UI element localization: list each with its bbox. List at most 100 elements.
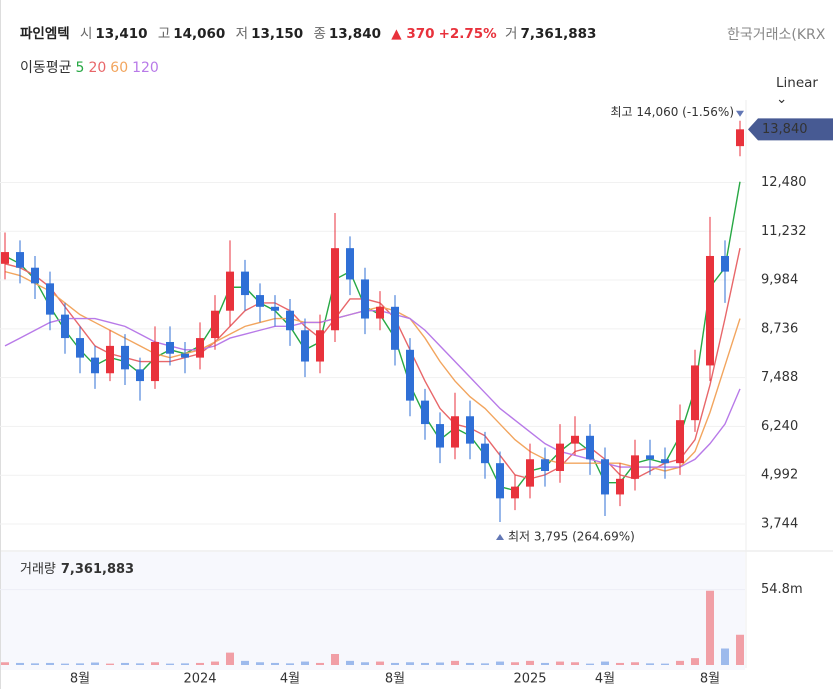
label: 거 <box>505 26 518 42</box>
volume-bar <box>286 663 294 665</box>
volume-bar <box>346 660 354 665</box>
volume-bar <box>601 661 609 665</box>
stock-name: 파인엠텍 <box>20 26 70 42</box>
high: 14,060 <box>173 26 226 42</box>
volume-bar <box>466 662 474 665</box>
candle-body <box>361 279 369 319</box>
candle-body <box>31 267 39 284</box>
candle-body <box>106 345 114 374</box>
y-tick-label: 12,480 <box>761 175 807 190</box>
volume-bar <box>301 661 309 665</box>
candle-body <box>91 357 99 374</box>
volume: 7,361,883 <box>520 26 597 42</box>
volume-bar <box>706 590 714 665</box>
volume-bar <box>241 660 249 665</box>
candle-body <box>481 443 489 464</box>
x-tick-label: 2025 <box>513 672 546 687</box>
price-tag <box>748 118 833 141</box>
candle-body <box>46 283 54 315</box>
volume-bar <box>676 660 684 665</box>
volume-bar <box>181 663 189 665</box>
y-tick-label: 8,736 <box>761 321 798 336</box>
volume-title-label: 거래량 <box>20 562 56 577</box>
y-tick-label: 11,232 <box>761 224 807 239</box>
volume-tick-label: 54.8m <box>761 582 803 597</box>
volume-bar <box>496 661 504 665</box>
volume-bar <box>76 663 84 665</box>
ma-legend-entry: 120 <box>132 60 159 76</box>
volume-bar <box>121 662 129 665</box>
moving-average-line <box>4 310 741 468</box>
volume-bar <box>406 662 414 665</box>
candle-body <box>1 252 9 264</box>
candle-body <box>61 314 69 339</box>
volume-bar <box>166 663 174 665</box>
candle-body <box>691 365 699 421</box>
candle-body <box>391 306 399 350</box>
open: 13,410 <box>95 26 148 42</box>
candle-body <box>256 295 264 307</box>
candle-body <box>436 424 444 448</box>
volume-bar <box>61 663 69 665</box>
volume-bar <box>211 661 219 665</box>
volume-bar <box>151 662 159 665</box>
candle-body <box>496 463 504 499</box>
low-marker <box>496 534 504 541</box>
volume-bar <box>31 663 39 665</box>
volume-bar <box>646 663 654 665</box>
candle-body <box>706 255 714 366</box>
candle-body <box>451 416 459 448</box>
candle-body <box>346 248 354 280</box>
candle-body <box>16 252 24 268</box>
y-tick-label: 3,744 <box>761 516 798 531</box>
volume-bar <box>721 648 729 665</box>
volume-bar <box>361 662 369 665</box>
candle-body <box>121 345 129 370</box>
candle-body <box>601 459 609 495</box>
high-marker <box>736 110 744 117</box>
candle-body <box>466 416 474 444</box>
volume-title: 거래량 7,361,883 <box>20 562 134 577</box>
candle-body <box>151 341 159 382</box>
volume-bar <box>436 662 444 665</box>
volume-bar <box>196 662 204 665</box>
volume-bar <box>391 662 399 665</box>
volume-bar <box>691 658 699 665</box>
volume-bar <box>1 662 9 665</box>
quote-header: 파인엠텍 시 13,410 고 14,060 저 13,150 종 13,840 ▲ 3… <box>20 22 602 42</box>
change: ▲ 370 <box>391 26 435 42</box>
x-tick-label: 8월 <box>700 672 720 687</box>
volume-bar <box>661 663 669 665</box>
volume-bar <box>331 654 339 665</box>
moving-average-line <box>4 248 741 480</box>
candle-body <box>241 271 249 296</box>
close: 13,840 <box>328 26 381 42</box>
scale-selector[interactable]: Linear ⌄ <box>776 75 818 107</box>
ma-legend: 이동평균 5 20 60 120 <box>20 57 159 77</box>
volume-bar <box>541 662 549 665</box>
volume-bar <box>421 662 429 665</box>
candle-body <box>271 306 279 311</box>
volume-bar <box>556 661 564 665</box>
x-tick-label: 4월 <box>280 672 300 687</box>
volume-bar <box>571 662 579 665</box>
low: 13,150 <box>251 26 304 42</box>
y-tick-label: 7,488 <box>761 370 798 385</box>
volume-bar <box>106 663 114 665</box>
candle-body <box>406 349 414 401</box>
volume-bar <box>481 663 489 665</box>
ma-legend-entry: 20 <box>88 60 107 76</box>
candle-body <box>166 341 174 354</box>
candle-body <box>556 443 564 471</box>
label: 고 <box>157 26 171 42</box>
volume-bar <box>526 660 534 665</box>
y-tick-label: 4,992 <box>761 468 798 483</box>
candle-body <box>616 478 624 495</box>
scale-label[interactable]: Linear <box>776 75 818 91</box>
candle-body <box>301 330 309 362</box>
high-annotation: 최고 14,060 (-1.56%) <box>610 105 734 119</box>
volume-bar <box>736 634 744 665</box>
candle-body <box>526 459 534 487</box>
label: 종 <box>313 26 326 42</box>
